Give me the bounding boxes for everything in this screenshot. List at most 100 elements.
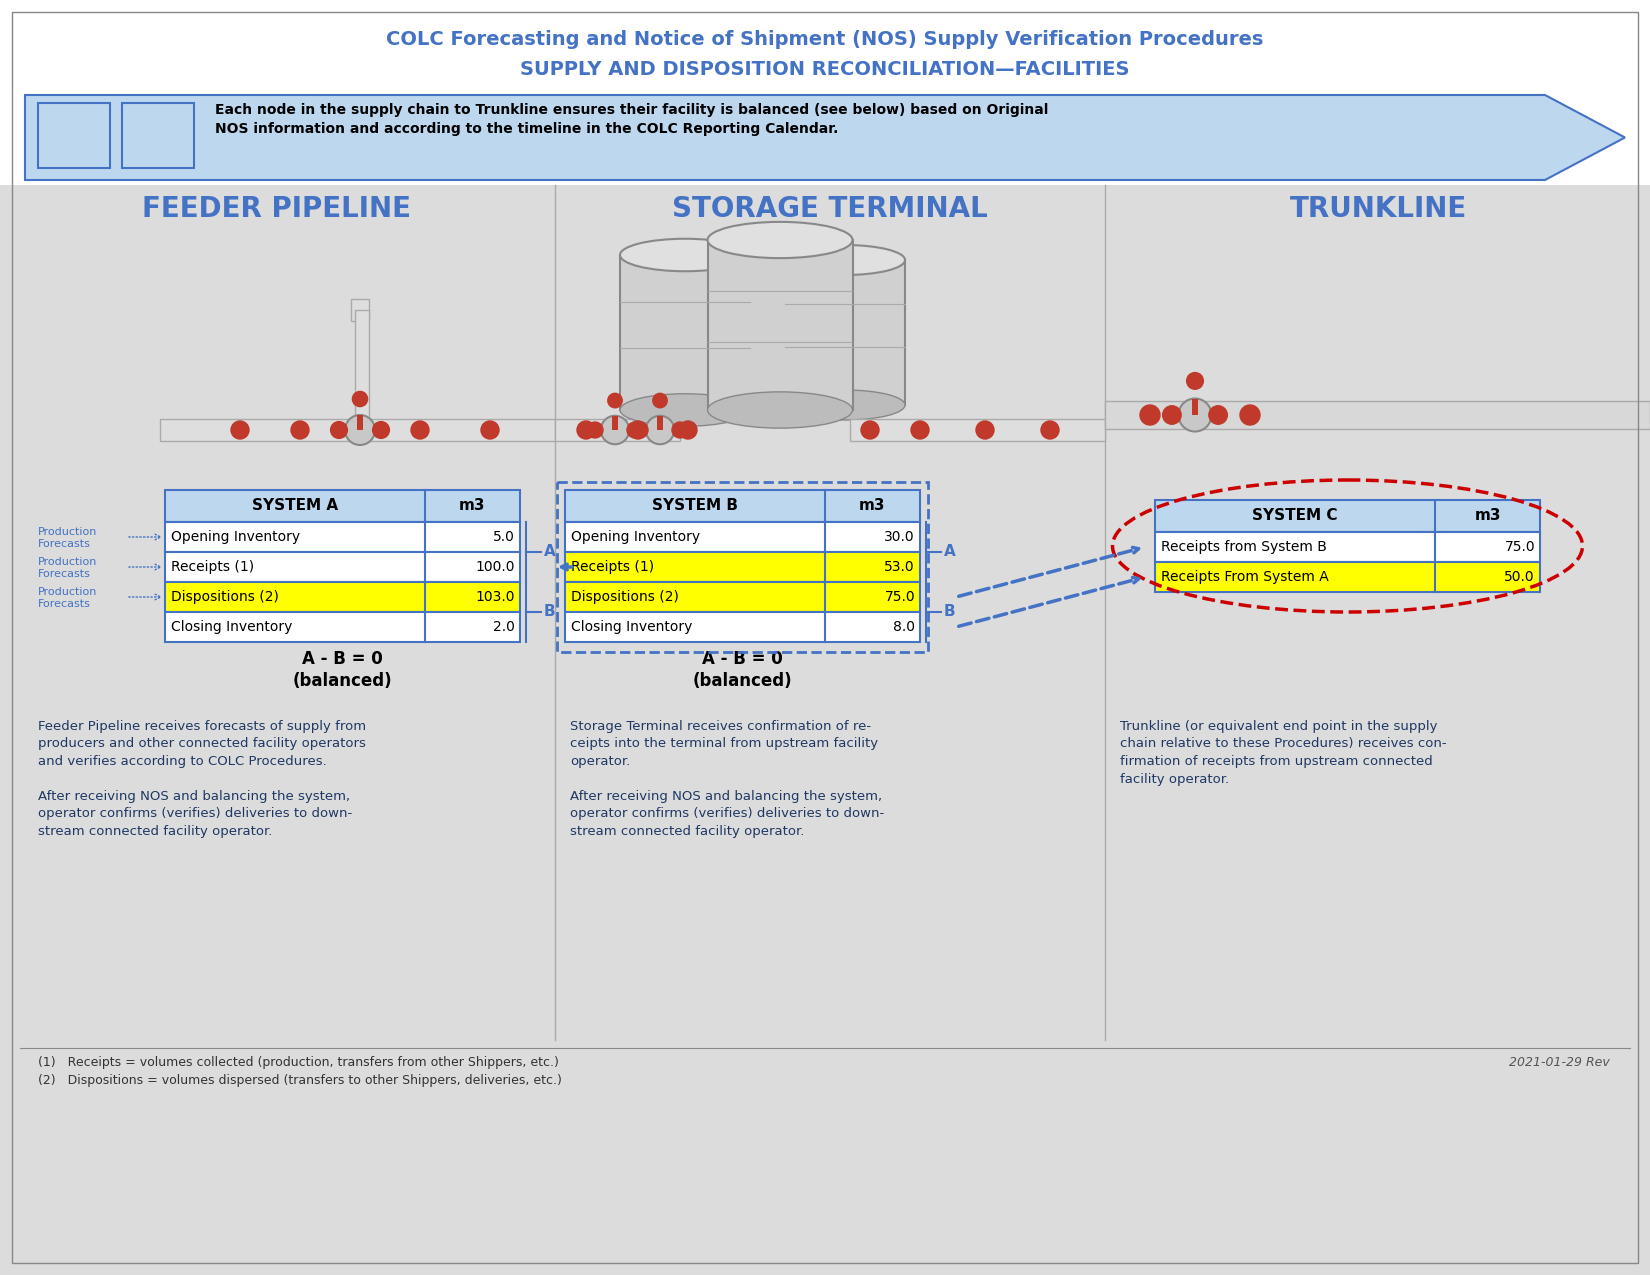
Text: 2.0: 2.0 (493, 620, 515, 634)
Ellipse shape (620, 394, 751, 426)
Text: 75.0: 75.0 (1505, 541, 1534, 555)
Text: A - B = 0
(balanced): A - B = 0 (balanced) (693, 650, 792, 690)
Text: Feeder Pipeline receives forecasts of supply from
producers and other connected : Feeder Pipeline receives forecasts of su… (38, 720, 366, 838)
Circle shape (1241, 405, 1261, 425)
Bar (38, 103, 111, 168)
Bar (564, 581, 921, 612)
Bar (165, 581, 520, 612)
Text: Closing Inventory: Closing Inventory (172, 620, 292, 634)
Text: m3: m3 (1473, 509, 1502, 524)
Text: B: B (944, 604, 955, 620)
Text: m3: m3 (860, 499, 886, 514)
Bar (165, 490, 520, 521)
Bar (165, 521, 520, 552)
Circle shape (411, 421, 429, 439)
Text: A: A (544, 544, 556, 560)
Circle shape (627, 422, 644, 439)
Text: 2021-01-29 Rev: 2021-01-29 Rev (1510, 1056, 1610, 1068)
Text: 100.0: 100.0 (475, 560, 515, 574)
Bar (165, 552, 520, 581)
Bar (0, 185, 1650, 1275)
Text: 50.0: 50.0 (1505, 570, 1534, 584)
Circle shape (290, 421, 309, 439)
Text: 30.0: 30.0 (884, 530, 916, 544)
Circle shape (482, 421, 498, 439)
Bar (708, 240, 853, 411)
Circle shape (607, 393, 622, 408)
Circle shape (587, 422, 602, 439)
Bar (657, 416, 663, 430)
Text: (2)   Dispositions = volumes dispersed (transfers to other Shippers, deliveries,: (2) Dispositions = volumes dispersed (tr… (38, 1074, 563, 1088)
Circle shape (231, 421, 249, 439)
Text: 103.0: 103.0 (475, 590, 515, 604)
Bar (1155, 500, 1539, 532)
Circle shape (911, 421, 929, 439)
Bar (1155, 532, 1539, 562)
Ellipse shape (785, 390, 904, 419)
Text: (1)   Receipts = volumes collected (production, transfers from other Shippers, e: (1) Receipts = volumes collected (produc… (38, 1056, 559, 1068)
Text: Production
Forecasts: Production Forecasts (38, 586, 97, 608)
Text: STORAGE TERMINAL: STORAGE TERMINAL (672, 195, 988, 223)
Bar (612, 416, 619, 430)
Text: Receipts (1): Receipts (1) (172, 560, 254, 574)
Bar (564, 552, 921, 581)
Bar (355, 310, 370, 430)
Bar (356, 414, 363, 430)
Bar (1191, 399, 1198, 414)
Bar (564, 490, 921, 521)
Circle shape (672, 422, 688, 439)
Bar (554, 419, 680, 441)
Circle shape (653, 393, 667, 408)
Polygon shape (25, 96, 1625, 180)
Circle shape (1186, 372, 1203, 389)
Text: 53.0: 53.0 (884, 560, 916, 574)
Circle shape (353, 391, 368, 407)
Circle shape (977, 421, 993, 439)
Text: Trunkline (or equivalent end point in the supply
chain relative to these Procedu: Trunkline (or equivalent end point in th… (1120, 720, 1447, 785)
Bar (558, 482, 927, 652)
Text: TRUNKLINE: TRUNKLINE (1289, 195, 1467, 223)
Bar (620, 255, 751, 411)
Circle shape (1140, 405, 1160, 425)
Text: Opening Inventory: Opening Inventory (172, 530, 300, 544)
Text: Each node in the supply chain to Trunkline ensures their facility is balanced (s: Each node in the supply chain to Trunkli… (214, 103, 1048, 136)
Circle shape (330, 422, 348, 439)
Bar (351, 300, 370, 321)
Circle shape (1163, 405, 1181, 425)
Circle shape (861, 421, 879, 439)
Text: Receipts from System B: Receipts from System B (1162, 541, 1327, 555)
Text: Closing Inventory: Closing Inventory (571, 620, 693, 634)
Bar (564, 521, 921, 552)
Circle shape (1209, 405, 1228, 425)
Text: SYSTEM A: SYSTEM A (252, 499, 338, 514)
Circle shape (629, 421, 647, 439)
Bar (850, 419, 1106, 441)
Text: Storage Terminal receives confirmation of re-
ceipts into the terminal from upst: Storage Terminal receives confirmation o… (569, 720, 884, 838)
Text: A: A (944, 544, 955, 560)
Bar (1155, 562, 1539, 592)
Circle shape (373, 422, 389, 439)
Text: 75.0: 75.0 (884, 590, 916, 604)
Bar (122, 103, 195, 168)
Text: Receipts From System A: Receipts From System A (1162, 570, 1328, 584)
Ellipse shape (785, 245, 904, 275)
Text: Dispositions (2): Dispositions (2) (571, 590, 678, 604)
Ellipse shape (620, 238, 751, 272)
Bar (160, 419, 554, 441)
Text: COLC Forecasting and Notice of Shipment (NOS) Supply Verification Procedures: COLC Forecasting and Notice of Shipment … (386, 31, 1264, 48)
Text: A - B = 0
(balanced): A - B = 0 (balanced) (292, 650, 393, 690)
Text: Receipts (1): Receipts (1) (571, 560, 653, 574)
Circle shape (601, 416, 629, 444)
Text: SYSTEM B: SYSTEM B (652, 499, 738, 514)
Ellipse shape (708, 222, 853, 258)
Text: Opening Inventory: Opening Inventory (571, 530, 700, 544)
Text: SUPPLY AND DISPOSITION RECONCILIATION—FACILITIES: SUPPLY AND DISPOSITION RECONCILIATION—FA… (520, 60, 1130, 79)
Text: 8.0: 8.0 (893, 620, 916, 634)
Text: B: B (544, 604, 556, 620)
Text: Production
Forecasts: Production Forecasts (38, 527, 97, 548)
Circle shape (1041, 421, 1059, 439)
Bar (1106, 402, 1650, 428)
Circle shape (645, 416, 675, 444)
Text: m3: m3 (459, 499, 485, 514)
Text: 5.0: 5.0 (493, 530, 515, 544)
